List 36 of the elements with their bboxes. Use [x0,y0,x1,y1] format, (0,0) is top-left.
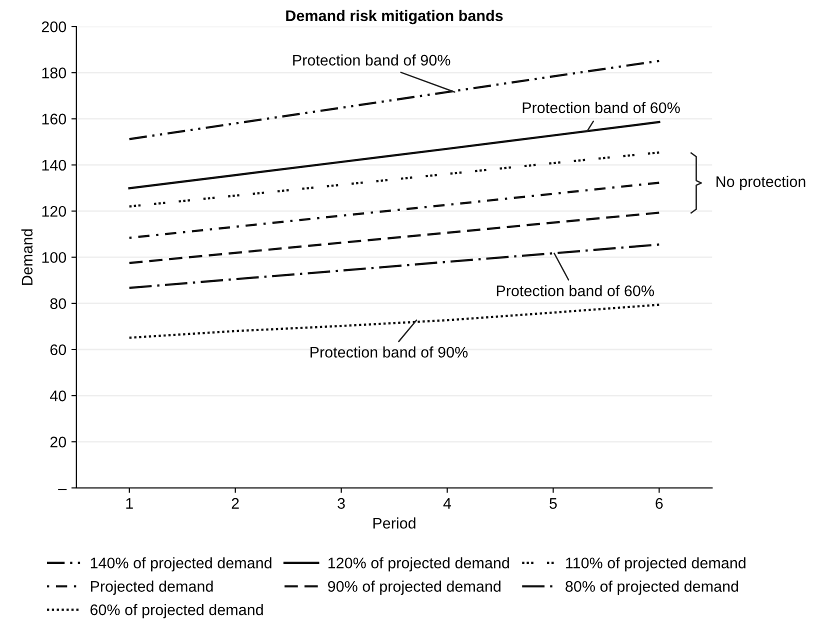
y-tick-label: 180 [42,68,66,78]
line-series [128,120,660,190]
x-tick-label: 4 [443,498,452,509]
x-tick-label: 6 [656,498,663,509]
y-tick-label: 120 [42,206,66,217]
annotation: Protection band of 90% [310,346,468,358]
legend-label: 110% of projected demand [566,557,746,572]
legend-label: 140% of projected demand [90,557,272,572]
legend-label: Projected demand [90,580,213,595]
y-tick-label: 40 [50,390,66,402]
legend-label: 80% of projected demand [566,580,738,595]
y-axis-title: Demand [21,229,33,285]
legend-label: 60% of projected demand [90,604,263,618]
x-tick-label: 3 [338,498,345,509]
x-tick-label: 5 [550,498,557,509]
y-tick-label: – [58,489,67,490]
y-tick-label: 80 [50,298,66,310]
annotation: Protection band of 60% [522,102,680,114]
y-tick-label: 20 [50,436,66,448]
line-series [128,182,660,239]
y-tick-label: 160 [42,114,66,124]
chart-title: Demand risk mitigation bands [286,10,503,24]
x-axis-title: Period [373,517,416,529]
annotation: Protection band of 90% [293,54,450,66]
text: No protection [716,176,806,190]
line-series [128,304,660,339]
y-tick-label: 140 [42,160,66,171]
x-tick-label: 1 [126,498,133,509]
y-tick-label: 100 [42,252,66,263]
line-series [128,212,660,264]
annotation: Protection band of 60% [496,285,654,296]
legend-label: 120% of projected demand [328,557,509,572]
y-tick-label: 60 [50,344,66,356]
x-tick-label: 2 [232,498,239,509]
legend-label: 90% of projected demand [328,580,500,595]
y-tick-label: 200 [42,21,66,32]
